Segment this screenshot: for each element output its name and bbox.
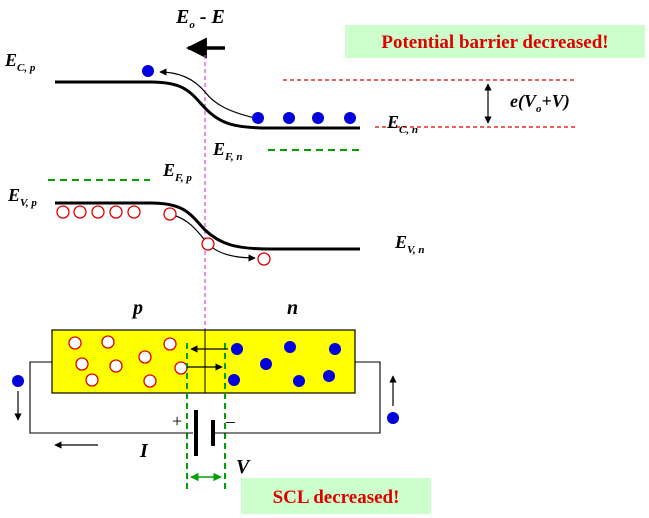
hole xyxy=(73,205,87,219)
callout-top-box xyxy=(345,25,645,58)
electron xyxy=(312,112,324,124)
callout-top-text: Potential barrier decreased! xyxy=(381,32,608,53)
electron-path-arrow xyxy=(159,68,256,119)
hole xyxy=(91,205,105,219)
conduction-band-edge xyxy=(55,80,360,130)
field-label: Eo - E xyxy=(175,6,225,31)
hole xyxy=(85,373,99,387)
p-region-label: p xyxy=(131,297,143,319)
hole xyxy=(174,361,188,375)
hole xyxy=(109,359,123,373)
hole xyxy=(56,205,70,219)
barrier-height-label: e(Vo+V) xyxy=(510,91,570,115)
electron xyxy=(252,112,264,124)
electron xyxy=(387,412,399,424)
electron xyxy=(293,375,305,387)
hole xyxy=(257,252,271,266)
ef-n-label: EF, n xyxy=(212,139,243,163)
hole xyxy=(109,205,123,219)
ev-p-label: EV, p xyxy=(7,185,37,209)
hole xyxy=(68,336,82,350)
hole xyxy=(127,205,141,219)
electron xyxy=(12,375,24,387)
callout-bottom-text: SCL decreased! xyxy=(273,487,400,508)
battery-minus-label: – xyxy=(225,411,236,431)
ev-n-label: EV, n xyxy=(394,232,425,256)
ec-n-label: EC, n xyxy=(386,112,418,136)
electron xyxy=(283,112,295,124)
current-label: I xyxy=(139,440,149,462)
hole xyxy=(138,350,152,364)
hole xyxy=(201,237,215,251)
electron xyxy=(344,112,356,124)
ec-p-label: EC, p xyxy=(4,50,36,74)
electron xyxy=(142,65,154,77)
hole xyxy=(143,374,157,388)
battery-plus-label: + xyxy=(172,411,182,431)
electron xyxy=(260,358,272,370)
ef-p-label: EF, p xyxy=(162,160,192,184)
electron xyxy=(231,343,243,355)
n-region-label: n xyxy=(287,297,298,319)
hole xyxy=(101,335,115,349)
electron xyxy=(323,370,335,382)
electron xyxy=(329,343,341,355)
circuit-wire xyxy=(29,361,381,434)
hole xyxy=(163,207,177,221)
electron xyxy=(284,341,296,353)
electron xyxy=(228,374,240,386)
hole xyxy=(163,337,177,351)
hole xyxy=(75,357,89,371)
voltage-label: V xyxy=(236,456,251,478)
valence-band-edge xyxy=(55,201,360,251)
callout-bottom-box xyxy=(241,478,431,514)
